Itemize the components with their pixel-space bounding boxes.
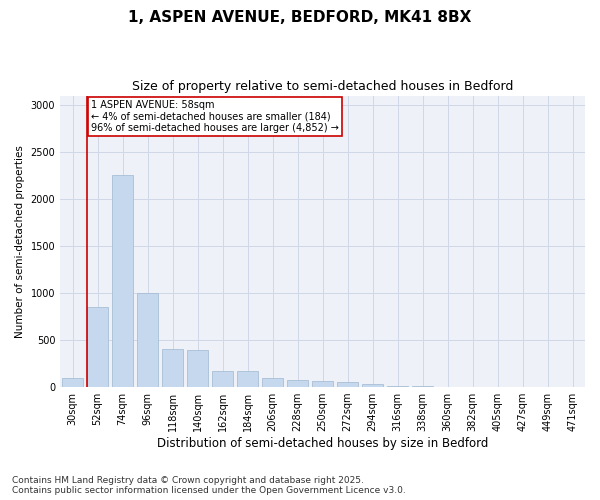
X-axis label: Distribution of semi-detached houses by size in Bedford: Distribution of semi-detached houses by … [157,437,488,450]
Bar [112,176,133,387]
Bar [237,370,258,387]
Bar [387,386,408,387]
Bar [162,350,183,387]
Text: 1 ASPEN AVENUE: 58sqm
← 4% of semi-detached houses are smaller (184)
96% of semi: 1 ASPEN AVENUE: 58sqm ← 4% of semi-detac… [91,100,338,133]
Bar [262,378,283,387]
Bar [437,386,458,387]
Y-axis label: Number of semi-detached properties: Number of semi-detached properties [15,145,25,338]
Bar [412,386,433,387]
Bar [87,307,108,387]
Bar [312,382,333,387]
Bar [337,382,358,387]
Bar [212,370,233,387]
Bar [362,384,383,387]
Text: Contains HM Land Registry data © Crown copyright and database right 2025.
Contai: Contains HM Land Registry data © Crown c… [12,476,406,495]
Title: Size of property relative to semi-detached houses in Bedford: Size of property relative to semi-detach… [132,80,513,93]
Bar [62,378,83,387]
Text: 1, ASPEN AVENUE, BEDFORD, MK41 8BX: 1, ASPEN AVENUE, BEDFORD, MK41 8BX [128,10,472,25]
Bar [287,380,308,387]
Bar [137,293,158,387]
Bar [187,350,208,387]
